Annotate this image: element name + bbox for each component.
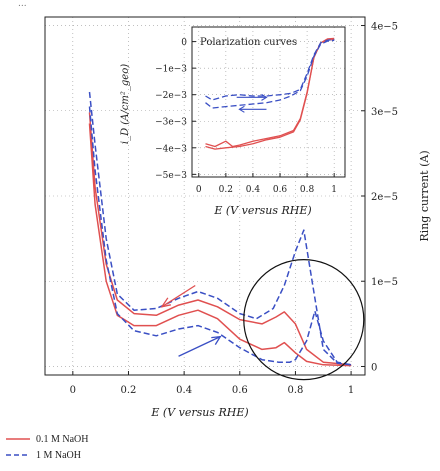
main-series [88, 91, 352, 367]
series-line-dashed-1-0 [88, 91, 352, 366]
legend: 0.1 M NaOH 1 M NaOH [6, 431, 89, 463]
x-tick-label: 1 [331, 185, 337, 195]
x-tick-label: 0.8 [300, 185, 315, 195]
blue-sweep-arrow-line [178, 336, 221, 357]
inset-y-axis-label: i_D (A/cm²_geo) [120, 64, 131, 144]
x-tick-label: 0 [196, 185, 202, 195]
y-tick-label: −1e−3 [155, 65, 187, 75]
y-tick-label: 2e−5 [371, 192, 398, 203]
x-tick-label: 1 [348, 385, 354, 396]
inset-annotations [236, 93, 268, 113]
main-annotations [160, 258, 365, 381]
top-text-fragment: ... [18, 0, 27, 9]
y-tick-label: −4e−3 [155, 144, 187, 154]
x-tick-label: 0 [70, 385, 76, 396]
inset-right-arrow-head-icon [261, 93, 268, 101]
y-tick-label: 0 [371, 362, 377, 373]
inset-x-ticks: 0 0.2 0.4 0.6 0.8 1 [196, 173, 337, 195]
legend-item-0.1m-naoh: 0.1 M NaOH [6, 431, 89, 447]
inset-x-axis-label: E (V versus RHE) [213, 204, 311, 217]
series-line-solid-0-1 [88, 123, 352, 367]
red-arrow-head-icon [160, 297, 172, 308]
y-tick-label: 4e−5 [371, 22, 398, 33]
inset-plot-frame [191, 26, 346, 178]
x-tick-label: 0.2 [219, 185, 233, 195]
red-sweep-arrow-line [161, 284, 196, 308]
main-chart: 0 0.2 0.4 0.6 0.8 1 0 1e−5 2e−5 3e−5 4e−5 E (V ve… [44, 16, 431, 419]
inset-left-arrow-head-icon [238, 105, 245, 113]
legend-swatch-dashed-blue [6, 454, 30, 456]
x-tick-label: 0.8 [287, 385, 303, 396]
main-y-ticks-right: 0 1e−5 2e−5 3e−5 4e−5 [361, 22, 398, 373]
x-tick-label: 0.6 [273, 185, 288, 195]
inset-chart: 0 0.2 0.4 0.6 0.8 1 0 −1e−3 −2e−3 −3e−3 −4e−3 −5e−… [120, 26, 346, 217]
inset-title: Polarization curves [200, 37, 297, 48]
y-tick-label: 3e−5 [371, 107, 398, 118]
series-line-solid-0-0 [88, 112, 352, 366]
inset-series [205, 37, 335, 150]
legend-swatch-solid-red [6, 438, 30, 440]
y-tick-label: −5e−3 [155, 171, 187, 181]
legend-label: 1 M NaOH [36, 449, 81, 461]
legend-item-1m-naoh: 1 M NaOH [6, 447, 89, 463]
blue-arrow-head-icon [211, 335, 222, 345]
legend-label: 0.1 M NaOH [36, 433, 89, 445]
y-tick-label: −3e−3 [155, 118, 187, 128]
x-tick-label: 0.4 [246, 185, 261, 195]
series-line-dashed-1-1 [88, 106, 352, 366]
highlight-ellipse [243, 258, 365, 381]
x-tick-label: 0.4 [176, 385, 192, 396]
main-x-ticks: 0 0.2 0.4 0.6 0.8 1 [70, 371, 354, 396]
x-tick-label: 0.6 [232, 385, 248, 396]
y-tick-label: −2e−3 [155, 91, 187, 101]
x-tick-label: 0.2 [121, 385, 137, 396]
y-tick-label: 0 [181, 38, 187, 48]
series-line-dashed-1-1 [205, 39, 335, 109]
series-line-dashed-1-0 [205, 38, 335, 101]
main-y-axis-label-right: Ring current (A) [418, 150, 431, 241]
y-tick-label: 1e−5 [371, 277, 398, 288]
inset-y-ticks: 0 −1e−3 −2e−3 −3e−3 −4e−3 −5e−3 [155, 38, 196, 181]
inset-grid [192, 27, 345, 177]
main-x-axis-label: E (V versus RHE) [150, 406, 248, 419]
